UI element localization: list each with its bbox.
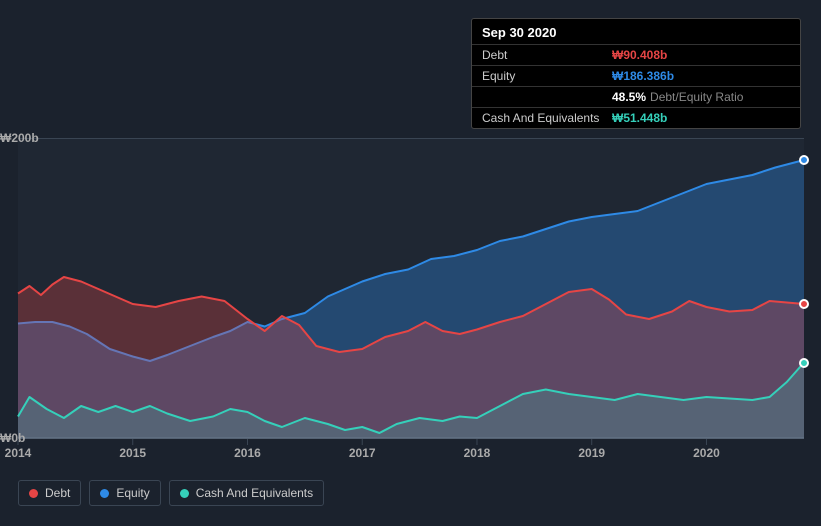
tooltip-row-value: ₩186.386b xyxy=(612,69,674,83)
x-axis-label: 2015 xyxy=(119,446,146,460)
y-axis-label: ₩0b xyxy=(0,431,60,445)
legend-item[interactable]: Equity xyxy=(89,480,160,506)
tooltip-date: Sep 30 2020 xyxy=(472,19,800,44)
legend-dot-icon xyxy=(180,489,189,498)
x-axis-label: 2019 xyxy=(578,446,605,460)
tooltip-row-label: Equity xyxy=(482,69,612,83)
tooltip-row: Debt₩90.408b xyxy=(472,44,800,65)
legend-dot-icon xyxy=(100,489,109,498)
legend-item[interactable]: Cash And Equivalents xyxy=(169,480,324,506)
chart-svg xyxy=(18,139,804,439)
tooltip-cash-value: ₩51.448b xyxy=(612,111,667,125)
tooltip-cash-row: Cash And Equivalents ₩51.448b xyxy=(472,107,800,128)
legend-dot-icon xyxy=(29,489,38,498)
legend-label: Debt xyxy=(45,486,70,500)
x-axis-label: 2016 xyxy=(234,446,261,460)
tooltip-cash-label: Cash And Equivalents xyxy=(482,111,612,125)
tooltip-row: Equity₩186.386b xyxy=(472,65,800,86)
legend-label: Equity xyxy=(116,486,149,500)
tooltip-row-value: ₩90.408b xyxy=(612,48,667,62)
tooltip-ratio-pct: 48.5% xyxy=(612,90,646,104)
tooltip-row-label: Debt xyxy=(482,48,612,62)
y-axis-label: ₩200b xyxy=(0,131,60,145)
series-endcap xyxy=(799,358,809,368)
series-endcap xyxy=(799,155,809,165)
chart-legend: Debt Equity Cash And Equivalents xyxy=(18,480,324,506)
legend-label: Cash And Equivalents xyxy=(196,486,313,500)
series-endcap xyxy=(799,299,809,309)
x-axis-label: 2014 xyxy=(5,446,32,460)
chart-plot-area[interactable] xyxy=(18,138,804,438)
tooltip-ratio-label: Debt/Equity Ratio xyxy=(650,90,743,104)
x-axis-label: 2020 xyxy=(693,446,720,460)
x-axis-label: 2018 xyxy=(464,446,491,460)
x-axis-label: 2017 xyxy=(349,446,376,460)
legend-item[interactable]: Debt xyxy=(18,480,81,506)
chart-tooltip: Sep 30 2020 Debt₩90.408bEquity₩186.386b … xyxy=(471,18,801,129)
tooltip-ratio-row: 48.5% Debt/Equity Ratio xyxy=(472,86,800,107)
